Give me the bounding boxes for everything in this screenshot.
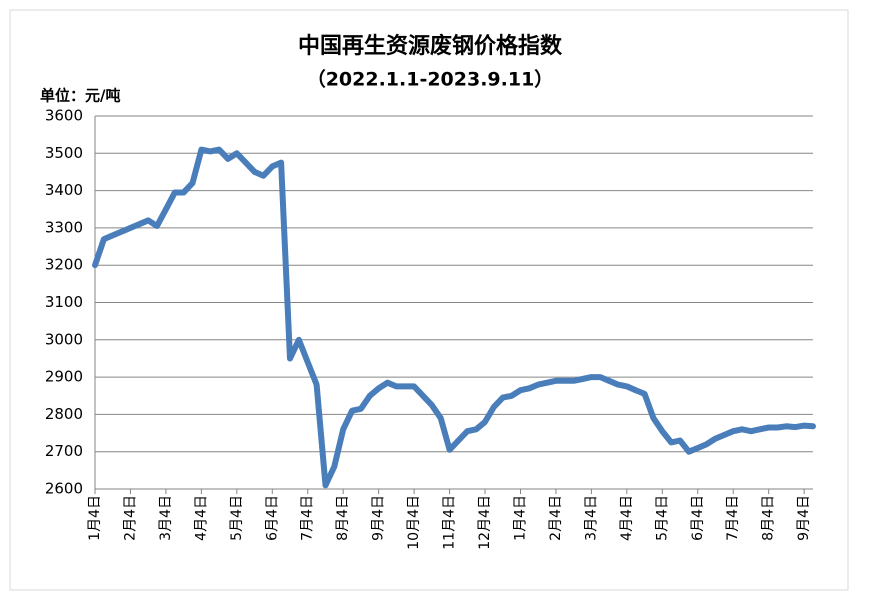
x-tick-label: 2月4日 bbox=[548, 495, 564, 541]
y-axis-label: 单位：元/吨 bbox=[40, 87, 120, 105]
x-tick-label: 1月4日 bbox=[512, 495, 528, 541]
x-tick-label: 6月4日 bbox=[264, 495, 280, 541]
line-series bbox=[92, 146, 816, 489]
x-tick-label: 5月4日 bbox=[229, 495, 245, 541]
y-tick-label: 3400 bbox=[45, 181, 83, 199]
chart-border bbox=[9, 9, 849, 591]
x-tick-label: 7月4日 bbox=[725, 495, 741, 541]
x-tick-label: 11月4日 bbox=[442, 495, 458, 550]
x-tick-label: 9月4日 bbox=[796, 495, 812, 541]
y-tick-label: 2700 bbox=[45, 442, 83, 460]
y-tick-label: 3000 bbox=[45, 330, 83, 348]
x-tick-label: 7月4日 bbox=[300, 495, 316, 541]
x-tick-label: 8月4日 bbox=[335, 495, 351, 541]
y-tick-label: 2600 bbox=[45, 480, 83, 498]
x-tick-label: 5月4日 bbox=[654, 495, 670, 541]
x-tick-label: 8月4日 bbox=[761, 495, 777, 541]
x-tick-label: 9月4日 bbox=[371, 495, 387, 541]
x-tick-label: 4月4日 bbox=[193, 495, 209, 541]
x-tick-label: 6月4日 bbox=[690, 495, 706, 541]
y-tick-label: 3200 bbox=[45, 256, 83, 274]
y-tick-label: 3100 bbox=[45, 293, 83, 311]
y-tick-label: 3500 bbox=[45, 144, 83, 162]
y-tick-label: 2800 bbox=[45, 405, 83, 423]
x-tick-label: 4月4日 bbox=[619, 495, 635, 541]
x-tick-label: 1月4日 bbox=[87, 495, 103, 541]
chart-title: 中国再生资源废钢价格指数 bbox=[298, 33, 563, 59]
y-tick-label: 3600 bbox=[45, 107, 83, 125]
chart-subtitle: （2022.1.1-2023.9.11） bbox=[307, 68, 554, 91]
x-tick-label: 3月4日 bbox=[158, 495, 174, 541]
x-tick-label: 3月4日 bbox=[583, 495, 599, 541]
x-tick-label: 10月4日 bbox=[406, 495, 422, 550]
y-tick-label: 2900 bbox=[45, 368, 83, 386]
x-tick-label: 2月4日 bbox=[122, 495, 138, 541]
y-tick-label: 3300 bbox=[45, 218, 83, 236]
x-tick-label: 12月4日 bbox=[477, 495, 493, 550]
